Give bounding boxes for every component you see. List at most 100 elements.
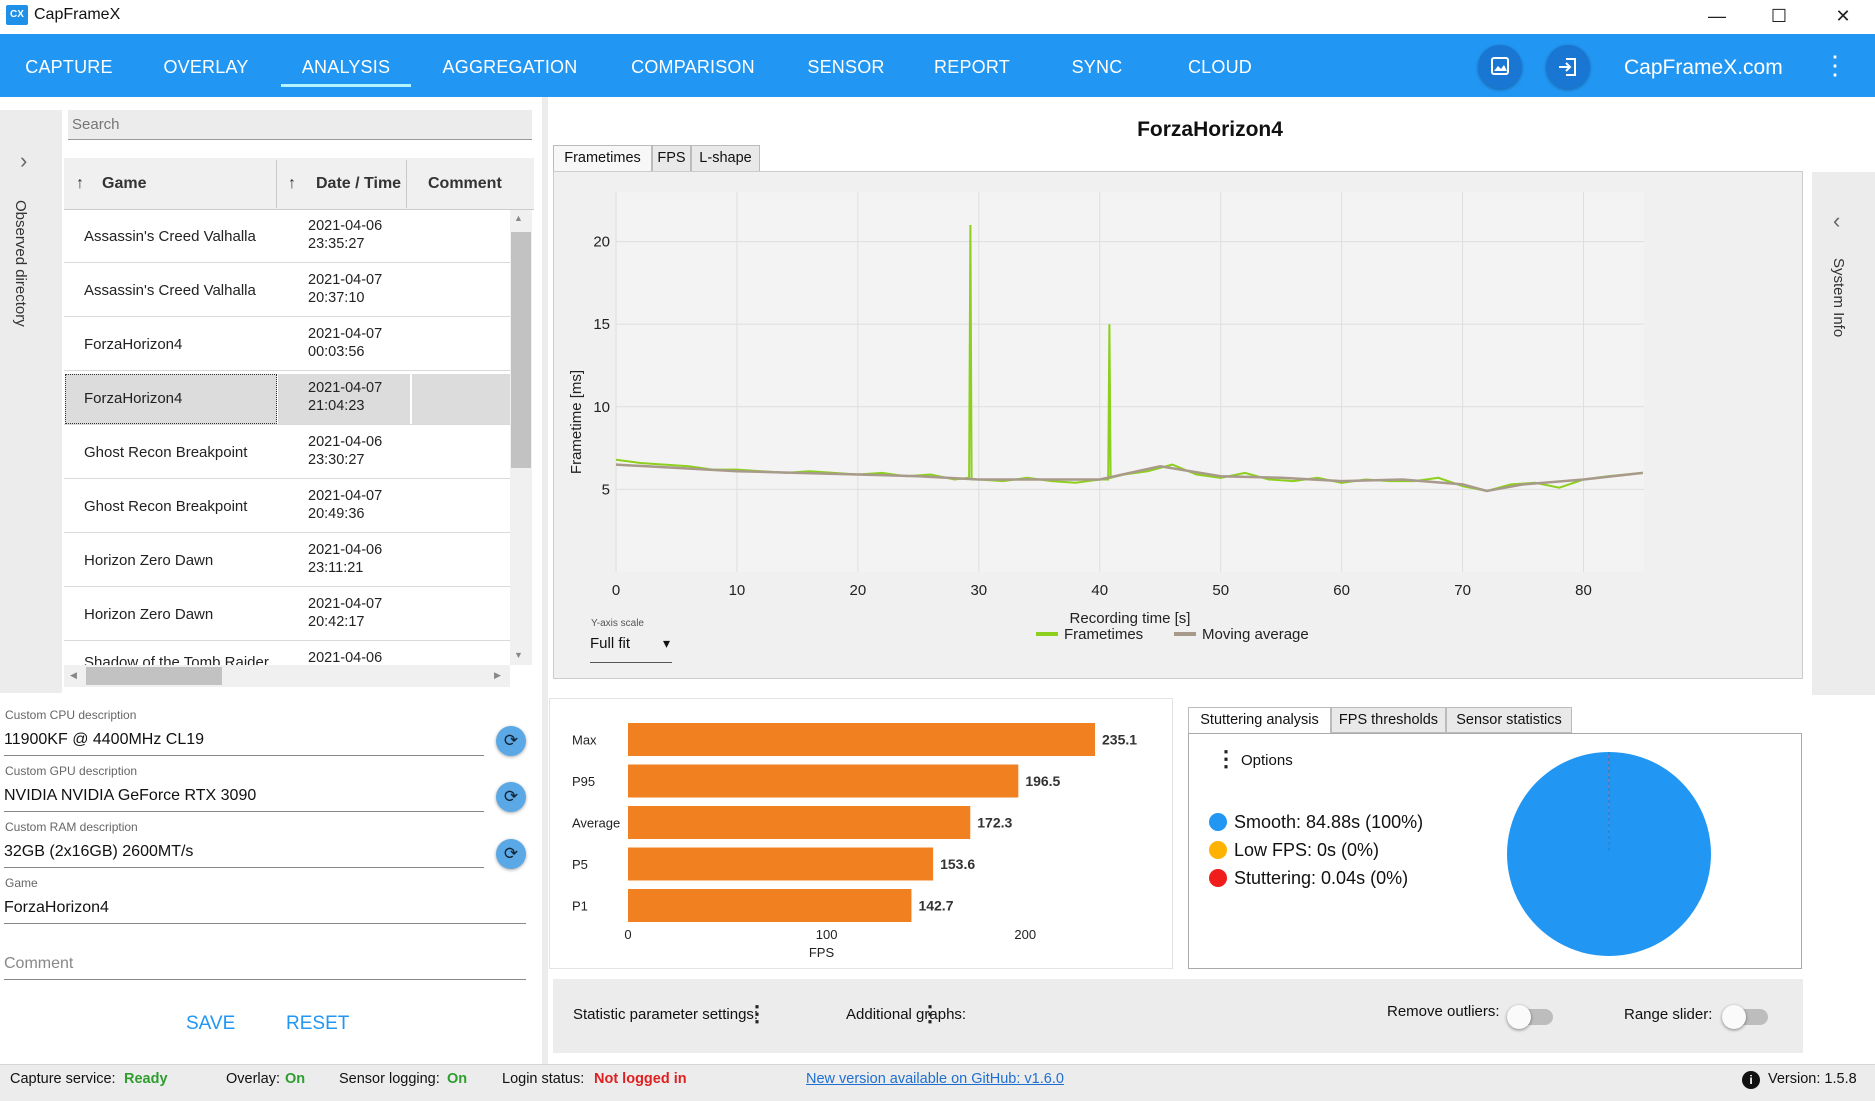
table-row[interactable]: Assassin's Creed Valhalla 2021-04-07 20:3…	[64, 264, 510, 317]
image-icon	[1491, 57, 1509, 75]
system-info-panel[interactable]	[1812, 172, 1875, 695]
reset-button[interactable]: RESET	[286, 1013, 350, 1034]
y-tick-label: 15	[593, 316, 610, 333]
table-row[interactable]: Ghost Recon Breakpoint 2021-04-07 20:49:3…	[64, 480, 510, 533]
additional-graphs-menu-icon[interactable]: ⋮	[919, 1001, 941, 1026]
table-row[interactable]: Horizon Zero Dawn 2021-04-06 23:11:21	[64, 534, 510, 587]
bar-category-label: Average	[572, 816, 620, 831]
tab-cloud[interactable]: CLOUD	[1187, 57, 1252, 77]
status-bar	[0, 1064, 1875, 1101]
scroll-left-icon[interactable]: ◀	[70, 670, 77, 680]
x-axis-label: Recording time [s]	[1070, 610, 1191, 627]
scroll-up-icon[interactable]: ▲	[514, 213, 523, 223]
table-row[interactable]: Assassin's Creed Valhalla 2021-04-06 23:3…	[64, 210, 510, 263]
scrollbar-thumb[interactable]	[511, 232, 531, 468]
game-field[interactable]: ForzaHorizon4	[4, 899, 109, 916]
scrollbar-thumb[interactable]	[86, 667, 222, 685]
cpu-description-field[interactable]: 11900KF @ 4400MHz CL19	[4, 731, 205, 748]
tab-stuttering-analysis[interactable]: Stuttering analysis	[1188, 707, 1331, 734]
chevron-left-icon[interactable]: ‹	[1833, 208, 1841, 233]
additional-graphs-label: Additional graphs:	[846, 1006, 967, 1023]
login-icon	[1559, 58, 1576, 76]
tab-report[interactable]: REPORT	[934, 57, 1010, 77]
row-datetime: 2021-04-06 23:11:21	[308, 542, 383, 576]
sort-arrow-icon[interactable]: ↑	[288, 175, 296, 192]
row-game: ForzaHorizon4	[84, 390, 183, 407]
column-header-date-time[interactable]: Date / Time	[316, 175, 402, 192]
smooth-dot	[1209, 813, 1227, 831]
panel-splitter[interactable]	[542, 97, 548, 1064]
refresh-gpu-button[interactable]: ⟳	[496, 782, 526, 812]
options-menu-icon[interactable]: ⋮	[1215, 746, 1237, 771]
tab-sensor[interactable]: SENSOR	[807, 57, 885, 77]
chevron-down-icon: ▾	[662, 635, 670, 651]
column-header-game[interactable]: Game	[102, 175, 147, 192]
save-button[interactable]: SAVE	[186, 1013, 236, 1034]
y-axis-scale-select[interactable]: Full fit ▾	[590, 635, 672, 663]
y-tick-label: 20	[593, 234, 610, 251]
stuttering-pie-chart	[1506, 752, 1711, 956]
scroll-right-icon[interactable]: ▶	[494, 670, 501, 680]
frametimes-series-line	[615, 224, 1643, 493]
tab-sync[interactable]: SYNC	[1071, 57, 1123, 77]
login-status-value: Not logged in	[594, 1071, 687, 1087]
tab-capture[interactable]: CAPTURE	[25, 57, 113, 77]
range-slider-toggle[interactable]	[1722, 1005, 1768, 1029]
scroll-down-icon[interactable]: ▼	[514, 650, 523, 660]
refresh-ram-button[interactable]: ⟳	[496, 839, 526, 869]
remove-outliers-toggle[interactable]	[1507, 1005, 1553, 1029]
table-row[interactable]: Shadow of the Tomb Raider 2021-04-06	[64, 642, 510, 665]
x-tick-label: 70	[1454, 582, 1471, 599]
maximize-button[interactable]: ☐	[1770, 6, 1788, 26]
screenshot-button[interactable]	[1478, 45, 1522, 89]
table-row[interactable]: ForzaHorizon4 2021-04-07 00:03:56	[64, 318, 510, 371]
row-datetime: 2021-04-07 21:04:23	[308, 380, 383, 414]
search-input[interactable]	[68, 110, 532, 140]
tab-comparison[interactable]: COMPARISON	[631, 57, 755, 77]
tab-frametimes[interactable]: Frametimes	[553, 145, 652, 173]
tab-l-shape[interactable]: L-shape	[691, 145, 760, 172]
update-link[interactable]: New version available on GitHub: v1.6.0	[806, 1071, 1064, 1087]
statistic-settings-menu-icon[interactable]: ⋮	[746, 1001, 768, 1026]
chevron-right-icon[interactable]: ›	[20, 148, 28, 173]
row-datetime: 2021-04-06 23:30:27	[308, 434, 383, 468]
observed-directory-label: Observed directory	[12, 200, 29, 327]
capframex-website-link[interactable]: CapFrameX.com	[1624, 56, 1783, 79]
game-label: Game	[5, 876, 38, 890]
table-row-selected[interactable]: ForzaHorizon4 2021-04-07 21:04:23	[64, 372, 510, 425]
comment-field[interactable]: Comment	[4, 955, 74, 972]
capture-service-status: Ready	[124, 1071, 168, 1087]
tab-fps[interactable]: FPS	[652, 145, 691, 172]
minimize-button[interactable]: —	[1708, 6, 1726, 26]
remove-outliers-label: Remove outliers:	[1387, 1003, 1500, 1020]
info-icon[interactable]: i	[1742, 1071, 1760, 1089]
tab-fps-thresholds[interactable]: FPS thresholds	[1331, 707, 1446, 733]
close-button[interactable]: ✕	[1835, 6, 1851, 26]
bar-value-label: 142.7	[918, 898, 953, 914]
tab-analysis[interactable]: ANALYSIS	[301, 57, 391, 77]
x-tick-label: 60	[1333, 582, 1350, 599]
y-tick-label: 10	[593, 399, 610, 416]
gpu-description-field[interactable]: NVIDIA NVIDIA GeForce RTX 3090	[4, 787, 257, 804]
row-datetime: 2021-04-07 20:42:17	[308, 596, 383, 630]
legend-label: Frametimes	[1064, 626, 1143, 643]
login-button[interactable]	[1546, 45, 1590, 89]
more-menu-icon[interactable]: ⋮	[1822, 50, 1848, 80]
table-row[interactable]: Ghost Recon Breakpoint 2021-04-06 23:30:2…	[64, 426, 510, 479]
refresh-cpu-button[interactable]: ⟳	[496, 726, 526, 756]
row-game: Ghost Recon Breakpoint	[84, 498, 248, 515]
title-bar	[0, 0, 1875, 34]
tab-aggregation[interactable]: AGGREGATION	[442, 57, 578, 77]
table-row[interactable]: Horizon Zero Dawn 2021-04-07 20:42:17	[64, 588, 510, 641]
tab-sensor-statistics[interactable]: Sensor statistics	[1446, 707, 1572, 733]
ram-description-field[interactable]: 32GB (2x16GB) 2600MT/s	[4, 843, 194, 860]
sort-arrow-icon[interactable]: ↑	[76, 175, 84, 192]
low-fps-dot	[1209, 841, 1227, 859]
tab-overlay[interactable]: OVERLAY	[163, 57, 249, 77]
options-label[interactable]: Options	[1241, 752, 1293, 769]
column-header-comment[interactable]: Comment	[428, 175, 502, 192]
pie-slice-smooth	[1506, 752, 1711, 956]
login-status-label: Login status:	[502, 1071, 585, 1087]
x-tick-label: 0	[612, 582, 620, 599]
observed-directory-panel[interactable]	[0, 110, 62, 693]
